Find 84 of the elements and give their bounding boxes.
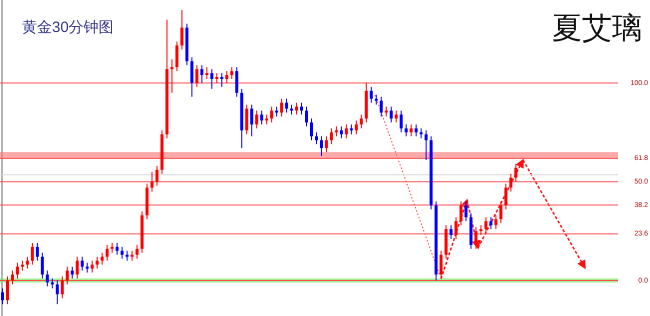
candlestick	[280, 98, 284, 118]
candlestick	[310, 118, 313, 141]
candlestick	[116, 242, 119, 256]
candlestick	[370, 86, 373, 104]
candlestick	[424, 130, 428, 160]
candlestick	[155, 165, 158, 186]
candlestick	[96, 256, 99, 270]
candlestick	[464, 200, 468, 222]
candlestick	[414, 124, 418, 137]
candlestick	[66, 266, 69, 285]
candlestick	[50, 278, 54, 289]
candlestick	[120, 246, 124, 260]
candlestick	[474, 226, 478, 250]
candlestick	[190, 56, 194, 98]
candlestick	[260, 110, 264, 125]
candlestick	[16, 262, 19, 279]
candlestick	[354, 120, 358, 135]
candlestick	[285, 98, 288, 114]
candlestick	[70, 266, 74, 279]
candlestick	[410, 124, 413, 137]
candlestick	[275, 106, 278, 118]
candlestick	[60, 276, 64, 299]
candlestick	[126, 250, 129, 262]
candlestick	[394, 110, 398, 123]
candlestick	[175, 40, 178, 72]
candlestick	[230, 66, 234, 80]
candlestick	[460, 200, 463, 226]
candlestick	[270, 106, 274, 123]
candlestick	[420, 128, 423, 139]
candlestick	[390, 106, 393, 123]
candlestick	[170, 58, 174, 94]
annotation: 夏艾璃	[552, 12, 642, 45]
candlestick	[235, 66, 238, 98]
candlestick	[46, 270, 49, 287]
candlestick	[400, 110, 403, 133]
candlestick	[344, 124, 348, 139]
candlestick	[0, 288, 4, 305]
candlestick	[110, 242, 114, 254]
candlestick	[150, 171, 154, 192]
candlestick	[324, 136, 328, 153]
candlestick	[90, 260, 94, 274]
candlestick	[295, 102, 298, 116]
candlestick	[454, 216, 458, 240]
candlestick	[6, 276, 9, 305]
candlestick	[384, 106, 388, 118]
candlestick	[320, 136, 323, 157]
candlestick	[180, 9, 184, 50]
candlestick	[450, 224, 453, 240]
candlestick	[350, 124, 353, 135]
candlestick	[136, 244, 139, 260]
candlestick	[330, 128, 333, 145]
candlestick	[360, 114, 363, 129]
candlestick	[56, 280, 59, 305]
candlestick	[300, 102, 304, 116]
candlestick	[106, 244, 109, 262]
candlestick	[245, 104, 248, 135]
candlestick	[26, 256, 29, 270]
candlestick	[265, 114, 268, 125]
candlestick	[440, 250, 443, 279]
candlestick	[340, 126, 343, 139]
candlestick	[220, 72, 224, 88]
candlestick	[20, 260, 24, 272]
candlestick	[195, 64, 198, 88]
candlestick	[130, 250, 134, 262]
candlestick	[250, 104, 254, 137]
candlestick	[255, 110, 258, 129]
candlestick	[80, 256, 84, 272]
candlestick	[86, 262, 89, 274]
candlestick	[404, 124, 408, 137]
candlestick	[290, 104, 294, 116]
candlestick	[200, 64, 204, 84]
candlestick	[210, 68, 214, 90]
candlestick	[334, 126, 338, 137]
candlestick	[305, 106, 308, 127]
candlestick	[380, 96, 383, 118]
candlestick	[10, 270, 14, 285]
candlestick	[40, 252, 44, 279]
candlestick	[76, 256, 79, 279]
candlestick	[225, 70, 228, 84]
candlestick	[36, 242, 39, 262]
candlestick	[30, 242, 34, 266]
title: 黄金30分钟图	[22, 19, 114, 36]
candlestick	[205, 66, 208, 80]
candlestick	[215, 72, 218, 84]
